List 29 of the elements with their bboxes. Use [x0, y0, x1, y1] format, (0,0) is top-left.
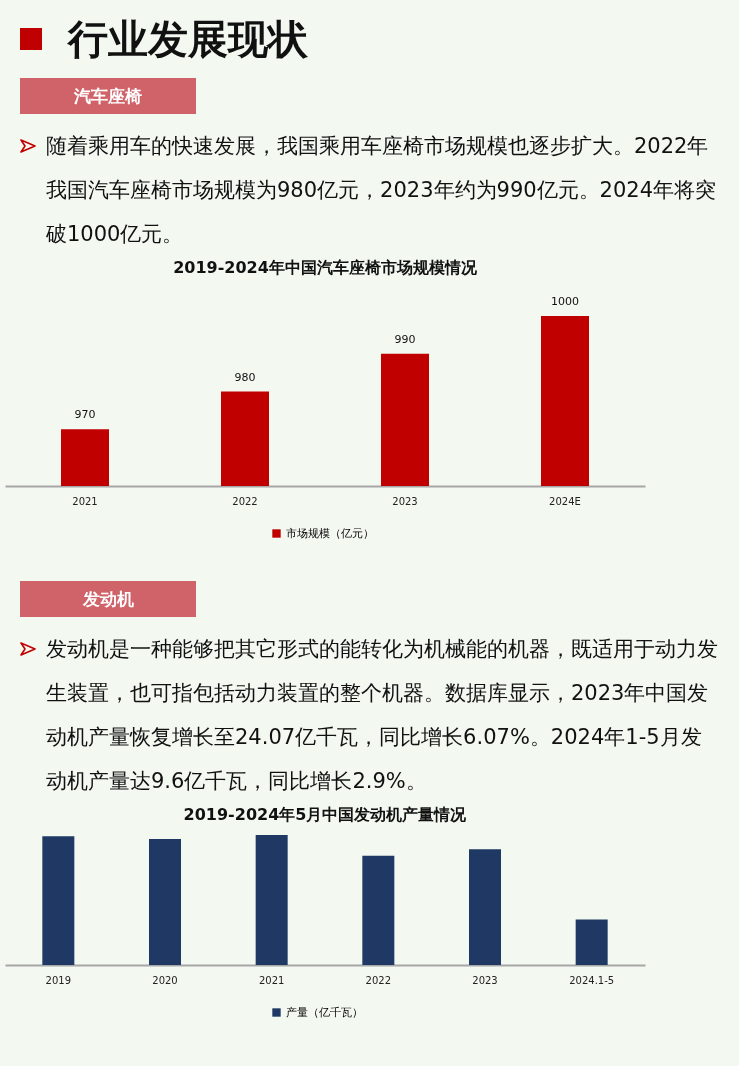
x-tick-label: 2020 — [152, 974, 178, 986]
x-tick-label: 2021 — [72, 495, 98, 507]
x-tick-label: 2022 — [365, 974, 392, 986]
data-label: 980 — [234, 370, 256, 384]
bar — [42, 836, 75, 965]
text: 行业发展现状 — [66, 14, 309, 64]
bar — [575, 919, 608, 965]
x-tick-label: 2024E — [549, 495, 581, 507]
legend-label: 产量（亿千瓦） — [286, 1005, 363, 1019]
x-tick-label: 2019 — [45, 974, 72, 986]
x-tick-label: 2024.1-5 — [569, 974, 615, 986]
bar — [149, 838, 181, 965]
text: 发动机 — [20, 581, 196, 617]
x-tick-label: 2023 — [392, 495, 418, 507]
data-label: 1000 — [551, 295, 579, 308]
x-tick-label: 2021 — [258, 974, 285, 986]
data-label: 990 — [394, 332, 416, 346]
legend-label: 市场规模（亿元） — [286, 526, 374, 540]
data-label: 970 — [74, 408, 96, 422]
text: 发动机是一种能够把其它形式的能转化为机械能的机器，既适用于动力发生装置，也可指包括动力装置的整个机器。数据库显示，2023年中国发动机产量恢复增长至24.07亿千瓦，同比增长6.07%。2024年1-5月发动机产量达9.6亿千瓦，同比增长2.9%。 — [46, 636, 719, 795]
chart-title: 2019-2024年5月中国发动机产量情况 — [183, 805, 468, 824]
text: 随着乘用车的快速发展，我国乘用车座椅市场规模也逐步扩大。2022年我国汽车座椅市场规模为980亿元，2023年约为990亿元。2024年将突破1000亿元。 — [46, 133, 718, 248]
text: 汽车座椅 — [20, 78, 196, 114]
bar — [469, 849, 501, 965]
bar — [255, 835, 288, 965]
chart-title: 2019-2024年中国汽车座椅市场规模情况 — [173, 258, 478, 277]
bar — [362, 855, 395, 965]
x-tick-label: 2023 — [472, 974, 498, 986]
x-tick-label: 2022 — [232, 495, 258, 507]
